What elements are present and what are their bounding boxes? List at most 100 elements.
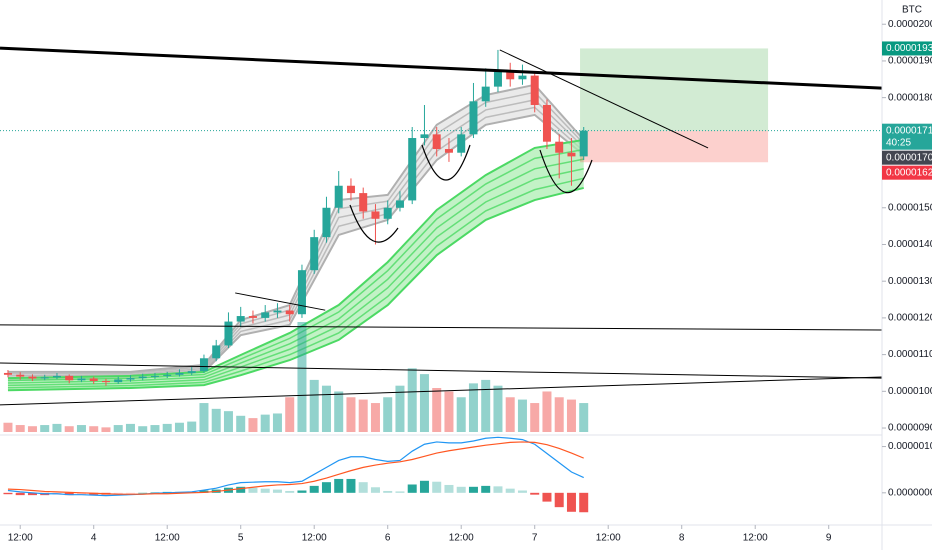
y-tick-label: 0.00001500 <box>888 202 932 213</box>
volume-bar <box>223 411 233 432</box>
volume-bar <box>554 397 564 432</box>
candle-body <box>444 149 453 153</box>
volume-bar <box>493 385 503 432</box>
volume-bar <box>517 399 527 432</box>
x-tick-label: 8 <box>679 533 685 544</box>
candle-body <box>52 375 61 378</box>
candle-body <box>469 101 478 135</box>
ribbon-inner-line <box>7 158 584 384</box>
volume-bar <box>211 408 221 432</box>
price-marker <box>882 41 932 56</box>
macd-histogram-bar <box>444 484 454 493</box>
macd-histogram-bar <box>579 492 589 513</box>
candle-body <box>138 376 147 379</box>
candle-body <box>383 207 392 219</box>
drawing-layer <box>0 46 883 406</box>
volume-bar <box>162 423 172 432</box>
macd-histogram-bar <box>199 490 209 493</box>
volume-bar <box>444 391 454 432</box>
price-marker <box>882 150 932 165</box>
candle-body <box>493 71 502 87</box>
macd-histogram-bar <box>125 492 135 494</box>
trendline <box>0 376 883 406</box>
macd-histogram-bar <box>554 492 564 508</box>
x-tick-label: 12:00 <box>155 533 180 544</box>
volume-bar <box>174 422 184 432</box>
macd-histogram-bar <box>113 492 123 494</box>
y-tick-label: 0.00001000 <box>888 386 932 397</box>
candle-body <box>481 86 490 102</box>
macd-histogram-bar <box>272 489 282 493</box>
candle-body <box>212 345 221 359</box>
macd-histogram-bar <box>309 485 319 493</box>
volume-bar <box>370 403 380 432</box>
ribbon-inner-line <box>7 167 584 387</box>
x-tick-label: 9 <box>826 533 832 544</box>
macd-histogram-bar <box>517 490 527 493</box>
volume-bar <box>3 422 13 432</box>
y-tick-label: 0.00001300 <box>888 276 932 287</box>
price-marker-label: 0.00001624 <box>886 167 932 178</box>
candle-body <box>346 185 355 194</box>
volume-bar <box>150 425 160 432</box>
candle-body <box>89 378 98 382</box>
volume-bar <box>297 322 307 432</box>
macd-histogram-bar <box>297 490 307 493</box>
price-marker-label: 0.00001707 <box>886 152 932 163</box>
candle-body <box>101 381 110 383</box>
cup-pattern <box>421 144 471 181</box>
y-tick-label: 0.00001800 <box>888 92 932 103</box>
volume-bar <box>260 414 270 432</box>
volume-bar <box>272 413 282 432</box>
macd-histogram-bar <box>493 486 503 493</box>
volume-bar <box>138 426 148 432</box>
macd-histogram-bar <box>138 492 148 494</box>
candle-body <box>579 130 588 157</box>
volume-bar <box>309 379 319 432</box>
candle-body <box>273 310 282 313</box>
volume-bar <box>187 421 197 432</box>
volume-bar <box>419 374 429 432</box>
candle-body <box>530 75 539 105</box>
volume-bar <box>89 426 99 432</box>
volume-bar <box>530 403 540 432</box>
candle-body <box>457 134 466 153</box>
candle-body <box>150 375 159 377</box>
volume-bar <box>113 425 123 432</box>
macd-histogram-bar <box>481 485 491 493</box>
volume-bar <box>358 399 368 432</box>
x-tick-label: 12:00 <box>449 533 474 544</box>
candle-body <box>248 316 257 318</box>
volume-bar <box>27 426 37 432</box>
macd-histogram-bar <box>150 492 160 493</box>
macd-histogram-bar <box>27 492 37 496</box>
volume-bar <box>432 388 442 432</box>
volume-bar <box>579 403 589 432</box>
macd-histogram-bar <box>334 478 344 493</box>
macd-histogram-bar <box>285 490 295 493</box>
volume-bar <box>248 418 258 432</box>
volume-bar <box>542 391 552 432</box>
x-tick-label: 12:00 <box>596 533 621 544</box>
candle-body <box>359 193 368 212</box>
volume-bar <box>468 383 478 432</box>
x-tick-label: 4 <box>91 533 97 544</box>
y-tick-label: 0.00000900 <box>888 423 932 434</box>
volume-bar <box>285 397 295 432</box>
macd-histogram-bar <box>370 487 380 493</box>
back-layer <box>0 48 882 432</box>
macd-histogram-bar <box>468 486 478 493</box>
main-layer <box>3 49 589 513</box>
volume-bar <box>334 391 344 432</box>
candle-body <box>40 377 49 379</box>
candle-body <box>114 379 123 383</box>
volume-bar <box>236 415 246 432</box>
candle-body <box>334 185 343 208</box>
candle-body <box>518 75 527 80</box>
volume-bar <box>407 368 417 432</box>
ribbon-inner-line <box>7 177 584 389</box>
volume-bar <box>395 385 405 432</box>
volume-bar <box>40 425 50 432</box>
volume-bar <box>101 427 111 432</box>
